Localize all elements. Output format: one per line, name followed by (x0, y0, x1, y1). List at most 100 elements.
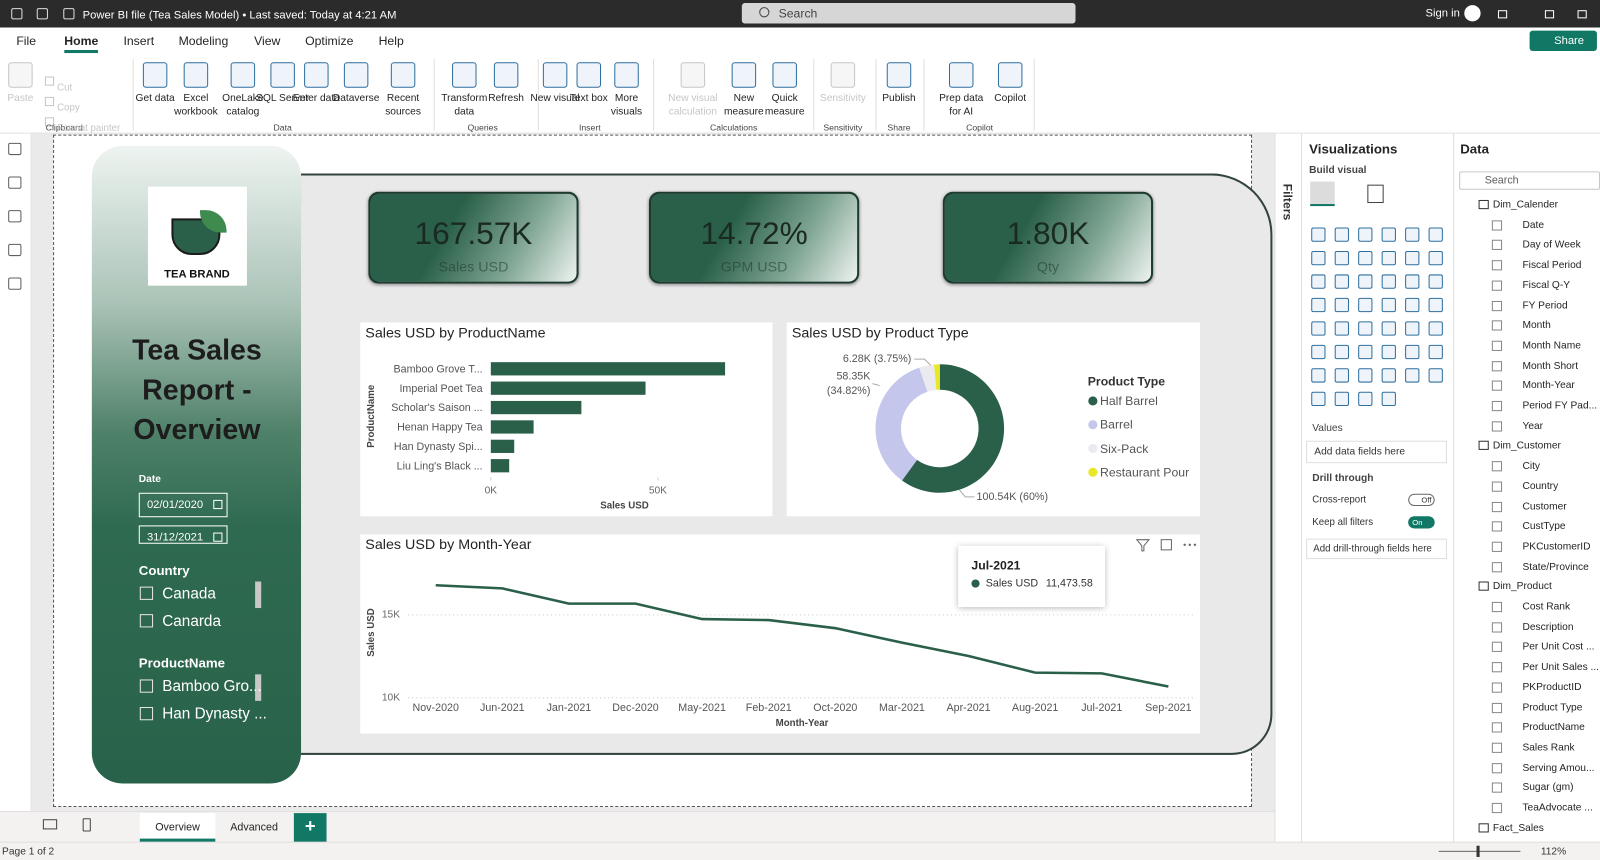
field-name[interactable]: Sales Rank (1522, 742, 1575, 754)
ribbon-icon[interactable] (680, 62, 706, 88)
ribbon-icon[interactable] (948, 62, 974, 88)
field-checkbox[interactable] (1491, 501, 1503, 512)
ribbon-item[interactable]: Enter data (292, 92, 340, 105)
viz-type-icon[interactable] (1358, 391, 1373, 407)
desktop-icon[interactable] (42, 819, 58, 830)
ribbon-item[interactable]: Transform data (441, 92, 488, 118)
field-checkbox[interactable] (1491, 240, 1503, 251)
viz-type-icon[interactable] (1311, 368, 1326, 383)
date-input[interactable] (138, 492, 228, 518)
page-tab[interactable] (139, 813, 216, 842)
field-checkbox[interactable] (1491, 380, 1503, 392)
ribbon-item[interactable]: Copilot (994, 92, 1027, 105)
ribbon-item[interactable]: Publish (882, 92, 916, 105)
slicer-checkbox[interactable] (139, 614, 154, 628)
field-name[interactable]: Sugar (gm) (1522, 782, 1574, 794)
ribbon-small-item[interactable]: Cut (57, 82, 73, 94)
nav-icon[interactable] (8, 277, 22, 290)
zoom-slider[interactable] (1438, 850, 1521, 852)
table-icon[interactable] (1478, 199, 1489, 210)
viz-type-icon[interactable] (1358, 250, 1373, 266)
nav-icon[interactable] (8, 210, 22, 223)
viz-type-icon[interactable] (1311, 250, 1326, 266)
field-checkbox[interactable] (1491, 561, 1503, 572)
viz-type-icon[interactable] (1428, 250, 1443, 266)
field-name[interactable]: Month-Year (1522, 380, 1575, 392)
field-name[interactable]: Serving Amou... (1522, 762, 1595, 774)
share-label[interactable]: Share (1554, 34, 1585, 47)
viz-type-icon[interactable] (1405, 321, 1420, 336)
menu-tab[interactable]: Help (378, 33, 404, 48)
viz-type-icon[interactable] (1381, 391, 1396, 407)
viz-type-icon[interactable] (1428, 344, 1443, 360)
ribbon-item[interactable]: New visual calculation (668, 92, 718, 118)
title-icon[interactable] (11, 8, 23, 20)
field-name[interactable]: Product Type (1522, 701, 1583, 714)
ribbon-item[interactable]: Excel workbook (174, 92, 218, 118)
title-icon[interactable] (63, 8, 75, 20)
slicer-checkbox[interactable] (139, 706, 154, 721)
share-button[interactable] (1529, 30, 1597, 52)
ribbon-item[interactable]: Paste (7, 92, 34, 105)
viz-type-icon[interactable] (1358, 368, 1373, 383)
viz-type-icon[interactable] (1405, 297, 1420, 313)
field-checkbox[interactable] (1491, 360, 1503, 371)
menu-tab[interactable]: File (16, 33, 37, 48)
ribbon-item[interactable]: Refresh (488, 92, 524, 105)
field-checkbox[interactable] (1491, 340, 1503, 351)
field-checkbox[interactable] (1491, 461, 1503, 472)
field-name[interactable]: Description (1522, 621, 1574, 633)
ribbon-icon[interactable] (270, 62, 295, 88)
field-checkbox[interactable] (1491, 601, 1503, 613)
menu-tab[interactable]: Modeling (178, 33, 229, 48)
ribbon-item[interactable]: Prep data for AI (939, 92, 984, 118)
ribbon-item[interactable]: Text box (569, 92, 608, 105)
date-value[interactable]: 31/12/2021 (146, 531, 204, 544)
field-checkbox[interactable] (1491, 782, 1503, 793)
field-checkbox[interactable] (1491, 722, 1503, 733)
viz-type-icon[interactable] (1381, 227, 1396, 242)
ribbon-icon[interactable] (8, 62, 33, 88)
viz-type-icon[interactable] (1334, 250, 1349, 266)
slicer-checkbox[interactable] (139, 586, 154, 600)
table-icon[interactable] (1478, 822, 1489, 833)
viz-type-icon[interactable] (1405, 368, 1420, 383)
slicer-item[interactable]: Canarda (162, 612, 221, 630)
viz-type-icon[interactable] (1334, 297, 1349, 313)
title-icon[interactable] (36, 8, 48, 20)
viz-type-icon[interactable] (1311, 391, 1326, 407)
ribbon-small-item[interactable]: Format painter (57, 122, 121, 135)
viz-type-icon[interactable] (1405, 227, 1420, 242)
ribbon-icon[interactable] (183, 62, 209, 88)
field-checkbox[interactable] (1491, 662, 1503, 673)
menu-tab[interactable]: Optimize (305, 33, 354, 48)
filters-label[interactable]: Filters (1280, 183, 1295, 221)
viz-type-icon[interactable] (1428, 368, 1443, 383)
slicer-checkbox[interactable] (139, 679, 154, 693)
viz-type-icon[interactable] (1381, 368, 1396, 383)
viz-type-icon[interactable] (1405, 344, 1420, 360)
ribbon-icon[interactable] (142, 62, 168, 88)
slicer-item[interactable]: Bamboo Gro... (162, 677, 262, 696)
field-checkbox[interactable] (1491, 521, 1503, 532)
table-name[interactable]: Fact_Sales (1492, 822, 1544, 834)
ribbon-icon[interactable] (997, 62, 1023, 88)
viz-well[interactable] (1306, 440, 1447, 464)
nav-icon[interactable] (8, 176, 22, 189)
field-name[interactable]: Cost Rank (1522, 601, 1571, 613)
field-name[interactable]: PKProductID (1522, 681, 1582, 694)
ribbon-icon[interactable] (304, 62, 329, 88)
field-name[interactable]: Fiscal Q-Y (1522, 279, 1571, 292)
ribbon-icon[interactable] (390, 62, 416, 88)
nav-icon[interactable] (8, 142, 22, 156)
ribbon-icon[interactable] (542, 62, 568, 88)
viz-type-icon[interactable] (1311, 274, 1326, 289)
viz-type-icon[interactable] (1334, 321, 1349, 336)
add-page-label[interactable]: + (304, 815, 316, 837)
field-checkbox[interactable] (1491, 622, 1503, 633)
field-checkbox[interactable] (1491, 682, 1503, 693)
field-name[interactable]: Date (1522, 219, 1545, 231)
field-checkbox[interactable] (1491, 421, 1503, 432)
viz-type-icon[interactable] (1428, 297, 1443, 313)
field-checkbox[interactable] (1491, 702, 1503, 713)
